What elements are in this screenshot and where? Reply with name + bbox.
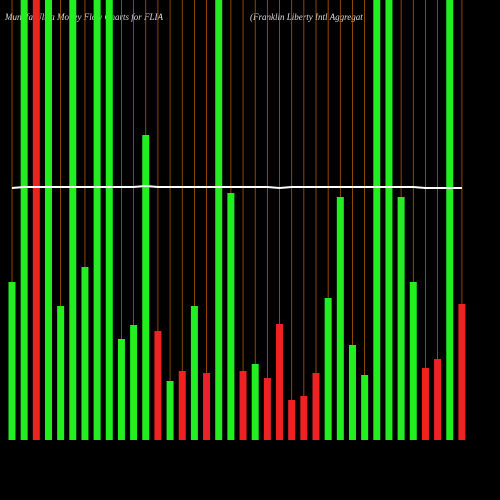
bar bbox=[458, 304, 466, 440]
bar bbox=[203, 373, 211, 440]
bar bbox=[434, 359, 442, 440]
bar bbox=[446, 0, 454, 440]
bar bbox=[324, 298, 332, 440]
bar bbox=[190, 306, 198, 440]
chart-subtitle: (Franklin Liberty Intl Aggregat bbox=[250, 12, 363, 22]
bar bbox=[105, 0, 113, 440]
chart-title: Munafa Ultra Money Flow Charts for FLIA bbox=[4, 12, 163, 22]
bar bbox=[215, 0, 223, 440]
bar bbox=[57, 306, 65, 440]
bar bbox=[69, 0, 77, 440]
bar bbox=[336, 197, 344, 440]
bar bbox=[263, 378, 271, 440]
bar bbox=[276, 324, 284, 440]
price-line bbox=[11, 184, 462, 190]
bar bbox=[154, 331, 162, 440]
bar bbox=[312, 373, 320, 440]
bar bbox=[81, 267, 89, 440]
bar bbox=[409, 282, 417, 440]
bar bbox=[32, 0, 40, 440]
bar bbox=[239, 371, 247, 440]
bar bbox=[288, 400, 296, 440]
bar bbox=[251, 364, 259, 440]
bar bbox=[361, 375, 369, 440]
bar bbox=[300, 396, 308, 440]
bar bbox=[142, 135, 150, 440]
bar bbox=[166, 381, 174, 440]
bar bbox=[421, 368, 429, 440]
bar bbox=[44, 0, 52, 440]
bar bbox=[20, 0, 28, 440]
bar bbox=[397, 197, 405, 440]
bar bbox=[348, 345, 356, 440]
bar bbox=[117, 339, 125, 440]
bar bbox=[178, 371, 186, 440]
bar bbox=[93, 0, 101, 440]
bar bbox=[385, 0, 393, 440]
bar bbox=[373, 0, 381, 440]
bar bbox=[227, 193, 235, 440]
bar bbox=[8, 282, 16, 440]
bar bbox=[130, 325, 138, 440]
